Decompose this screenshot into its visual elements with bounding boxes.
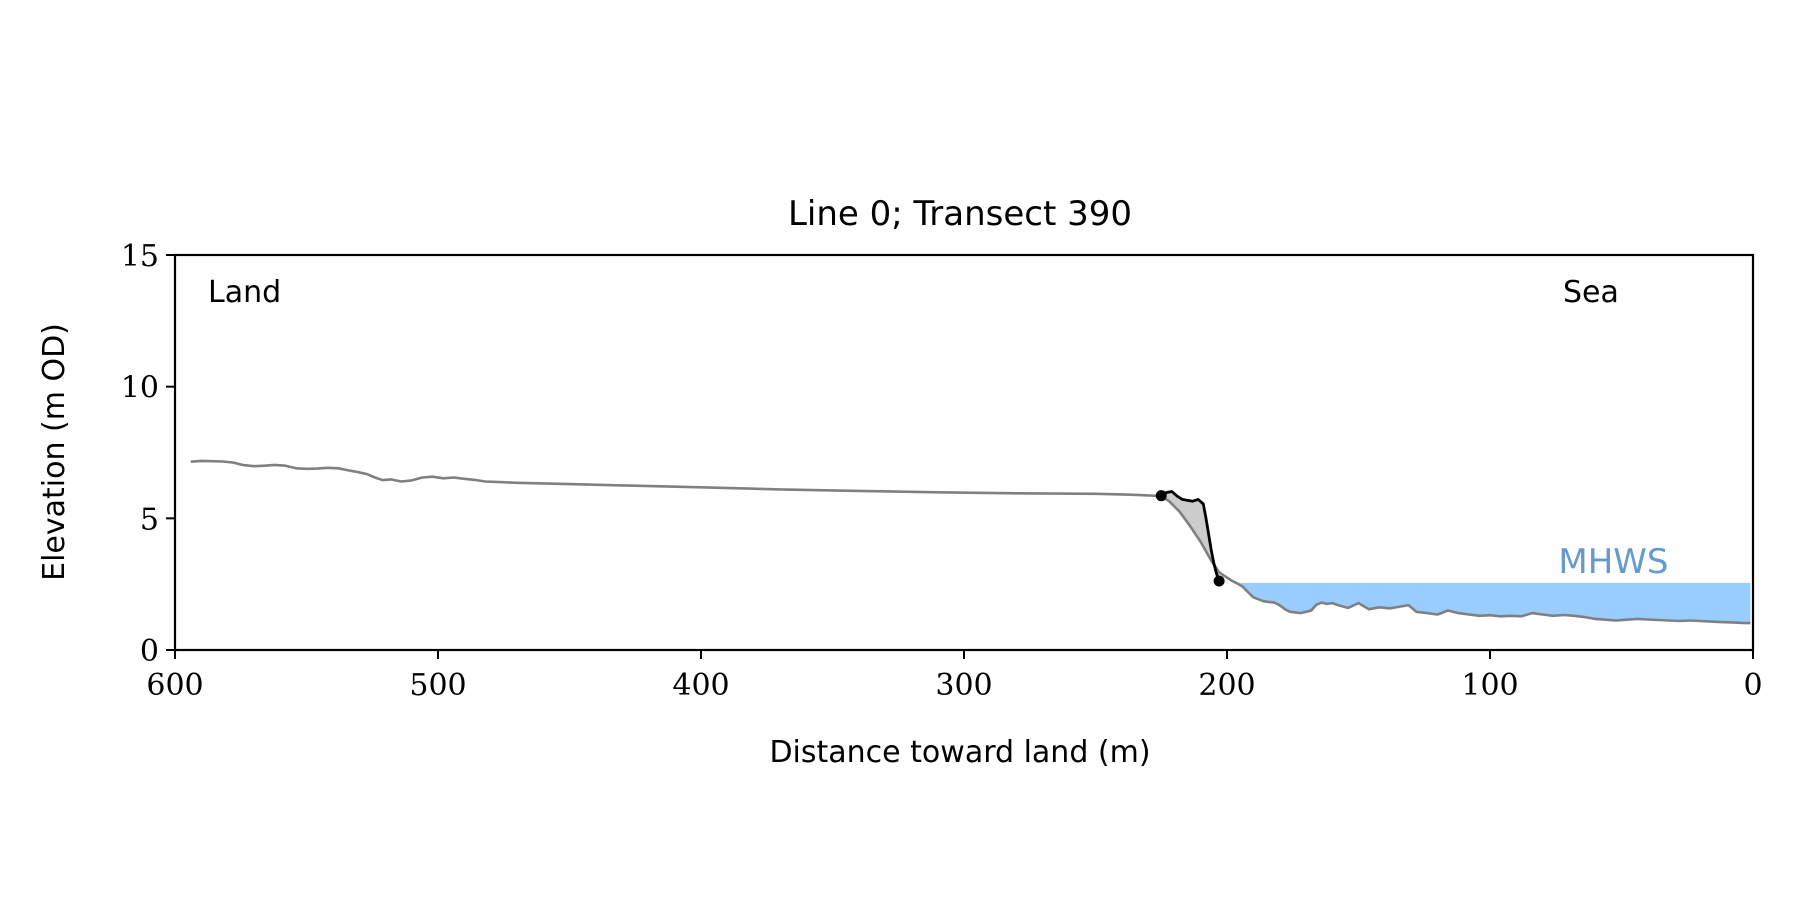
y-tick-label: 15 <box>121 239 159 274</box>
ticks-layer: 600 500 400 300 200 100 0 0 5 10 15 <box>121 239 1763 703</box>
chart-title: Line 0; Transect 390 <box>788 194 1132 234</box>
x-tick-label: 600 <box>146 668 203 703</box>
land-annotation: Land <box>208 275 281 310</box>
cliff-toe-point <box>1213 575 1225 587</box>
mhws-water-fill <box>1235 582 1751 624</box>
x-tick-label: 500 <box>409 668 466 703</box>
y-tick-label: 10 <box>121 371 159 406</box>
sea-annotation: Sea <box>1563 275 1619 310</box>
x-tick-label: 200 <box>1198 668 1255 703</box>
x-axis-label: Distance toward land (m) <box>769 735 1150 770</box>
y-tick-label: 5 <box>140 502 159 537</box>
profile-line <box>190 459 1751 625</box>
cliff-top-point <box>1155 490 1167 502</box>
x-tick-label: 300 <box>935 668 992 703</box>
cliff-line <box>1160 490 1221 581</box>
y-tick-label: 0 <box>140 634 159 669</box>
y-axis-label: Elevation (m OD) <box>37 323 72 581</box>
x-tick-label: 100 <box>1461 668 1518 703</box>
mhws-label: MHWS <box>1558 542 1668 582</box>
x-tick-label: 400 <box>672 668 729 703</box>
plot-layer <box>190 459 1751 625</box>
cliff-face-fill <box>1161 491 1220 581</box>
x-tick-label: 0 <box>1743 668 1762 703</box>
